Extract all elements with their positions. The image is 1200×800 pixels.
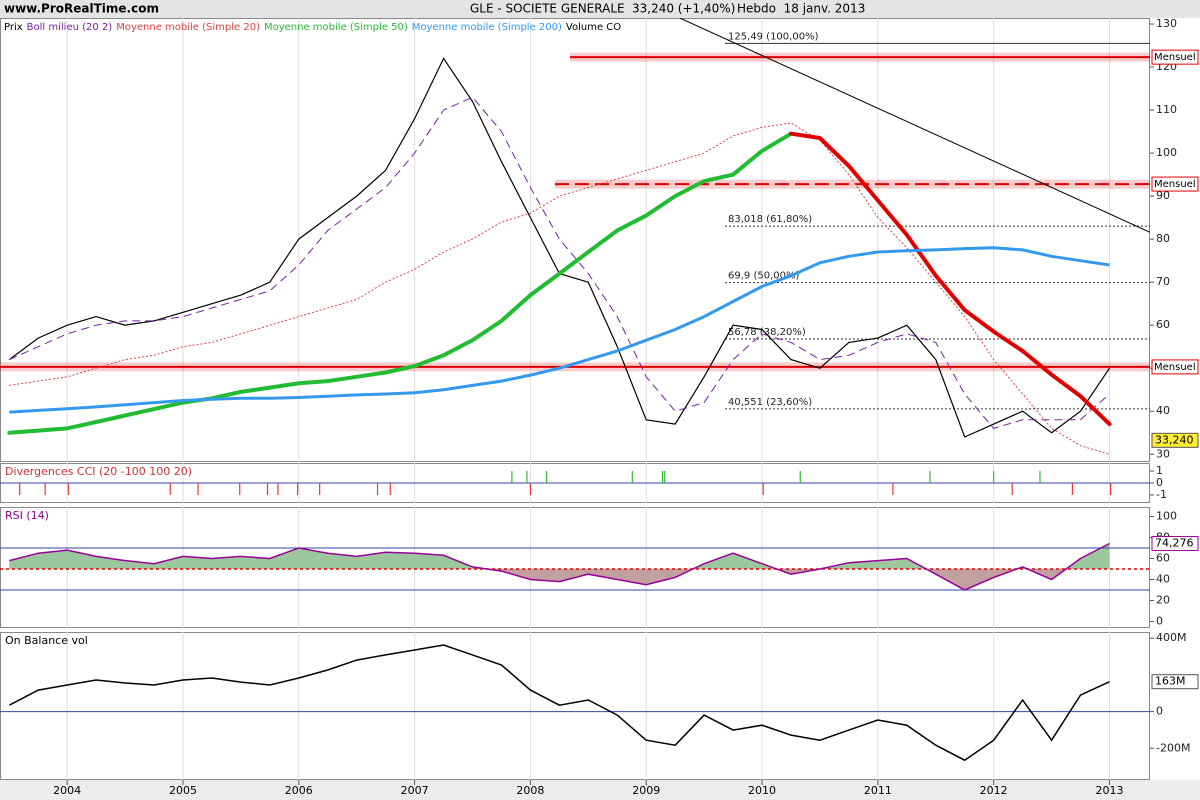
x-tick-label: 2004 [53,784,81,797]
level-tag-label: Mensuel [1154,179,1196,190]
x-tick-label: 2008 [516,784,544,797]
x-tick-label: 2007 [401,784,429,797]
site: www.ProRealTime.com [4,2,159,16]
last-value-tag [1151,674,1199,690]
last-value-tag [1151,432,1199,448]
trendline [679,18,1150,233]
period: Hebdo 18 janv. 2013 [737,2,865,16]
x-tick-label: 2006 [285,784,313,797]
ma-line [9,122,1110,455]
ma-line [9,246,1110,414]
level-tag [1151,49,1199,65]
fib-label: 83,018 (61,80%) [728,214,812,225]
rsi-line [9,542,1110,591]
panel-border [0,18,1150,462]
quote: 33,240 (+1,40%) [632,2,735,16]
ma-line [7,131,793,435]
y-tick-label: 20 [1156,593,1170,606]
legend-entry: Boll milieu (20 2) [27,22,113,33]
ma-line [9,96,1110,429]
y-tick-label: 0 [1156,614,1163,627]
y-tick-label: 400M [1156,631,1187,644]
panel-title: Divergences CCI (20 -100 100 20) [5,465,192,478]
panel-border [0,507,1150,628]
y-tick-label: 100 [1156,509,1177,522]
panel-border [0,632,1150,780]
obv-line [8,644,1110,762]
x-axis-bar [0,780,1200,800]
level-tag [1151,176,1199,192]
y-tick-label: 80 [1156,232,1170,245]
x-tick-label: 2011 [864,784,892,797]
y-tick-label: 110 [1156,103,1177,116]
panel-title: RSI (14) [5,509,49,522]
fib-label: 40,551 (23,60%) [728,397,812,408]
x-tick-label: 2005 [169,784,197,797]
last-value-label: 33,240 [1155,433,1194,446]
x-tick-label: 2010 [748,784,776,797]
fib-label: 69,9 (50,00%) [728,271,799,282]
y-tick-label: -200M [1156,741,1190,754]
y-tick-label: 40 [1156,404,1170,417]
level-tag-label: Mensuel [1154,362,1196,373]
y-tick-label: 40 [1156,572,1170,585]
x-tick-label: 2009 [632,784,660,797]
symbol: GLE - SOCIETE GENERALE [470,2,625,16]
y-tick-label: 90 [1156,189,1170,202]
level-tag-label: Mensuel [1154,52,1196,63]
y-tick-label: 1 [1156,464,1163,477]
ma-line [789,131,1112,427]
last-value-label: 74,276 [1155,536,1194,549]
x-tick-label: 2012 [980,784,1008,797]
fib-label: 125,49 (100,00%) [728,31,819,42]
y-tick-label: 100 [1156,146,1177,159]
header-bar [0,0,1200,18]
legend-entry: Moyenne mobile (Simple 200) [412,22,562,33]
rsi-area-above [9,543,1110,569]
legend-entry: Moyenne mobile (Simple 20) [116,22,260,33]
fib-label: 56,78 (38,20%) [728,327,806,338]
rsi-area-below [486,568,1067,590]
last-value-label: 163M [1155,675,1186,688]
y-tick-label: -1 [1156,488,1167,501]
panel-title: On Balance vol [5,634,88,647]
legend-entry: Moyenne mobile (Simple 50) [264,22,408,33]
y-tick-label: 60 [1156,551,1170,564]
y-tick-label: 30 [1156,447,1170,460]
y-tick-label: 0 [1156,476,1163,489]
y-tick-label: 60 [1156,318,1170,331]
y-tick-label: 0 [1156,705,1163,718]
y-tick-label: 130 [1156,17,1177,30]
x-tick-label: 2013 [1095,784,1123,797]
y-tick-label: 70 [1156,275,1170,288]
last-value-tag [1151,535,1199,551]
level-tag [1151,359,1199,375]
legend-entry: Volume CO [566,22,621,33]
legend-entry: Prix [4,22,23,33]
